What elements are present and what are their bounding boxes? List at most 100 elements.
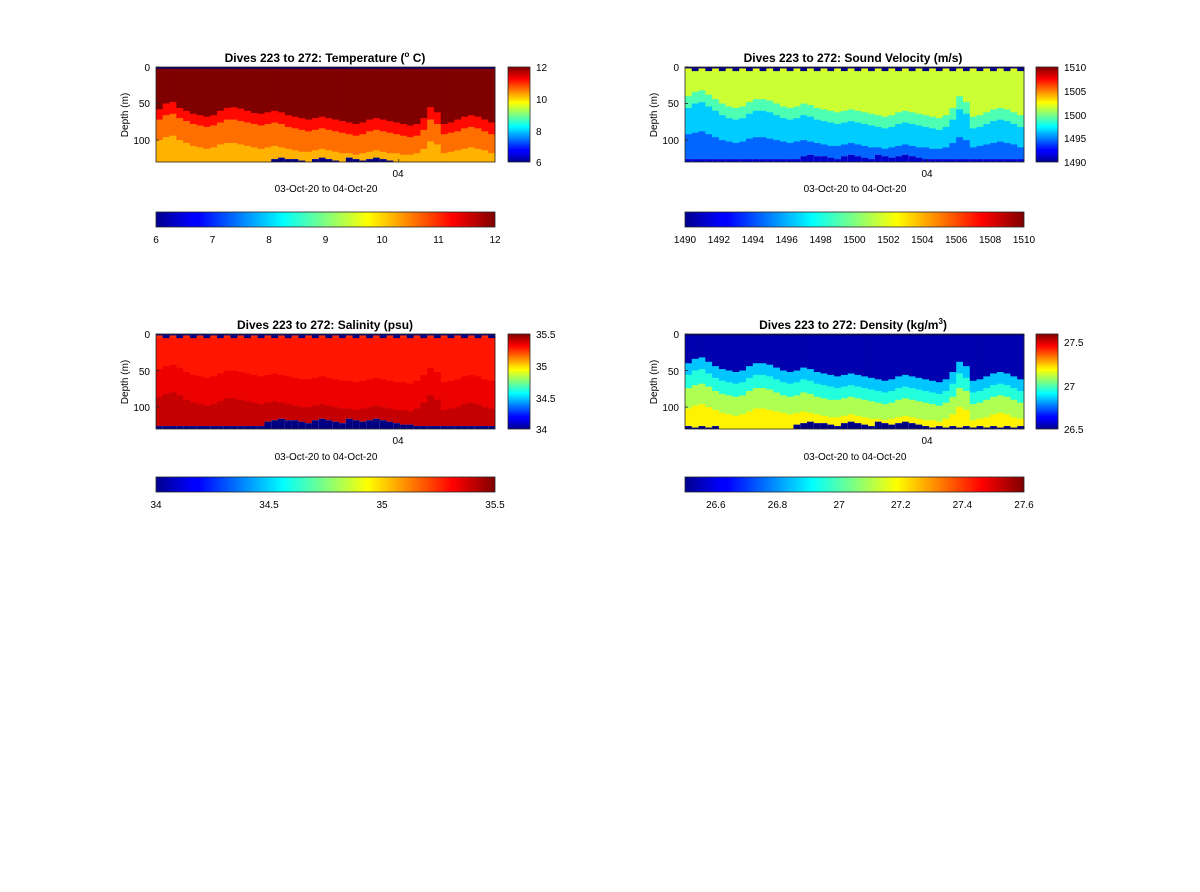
bottom-gap-fill <box>698 426 706 429</box>
heatmap-cell <box>291 336 299 379</box>
heatmap-cell <box>311 336 320 379</box>
bottom-gap-fill <box>990 426 998 429</box>
surface-band-cell <box>413 335 421 339</box>
heatmap-cell <box>976 418 984 427</box>
heatmap-cell <box>291 377 299 406</box>
heatmap-cell <box>291 128 299 151</box>
bottom-colorbar-tick: 26.8 <box>768 500 788 511</box>
heatmap-cell <box>284 376 292 405</box>
heatmap-cell <box>433 372 442 401</box>
heatmap-cell <box>888 126 896 148</box>
heatmap-cell <box>203 67 211 117</box>
heatmap-cell <box>298 129 306 153</box>
heatmap-cell <box>488 336 496 382</box>
bottom-gap-fill <box>901 421 910 429</box>
heatmap-cell <box>962 334 971 367</box>
heatmap-cell <box>949 334 957 373</box>
heatmap-cell <box>244 67 252 112</box>
bottom-colorbar-tick: 34 <box>150 500 162 511</box>
heatmap-cell <box>189 374 198 403</box>
heatmap-cell <box>718 393 727 414</box>
heatmap-cell <box>942 391 950 403</box>
surface-band-cell <box>420 67 428 69</box>
surface-band-cell <box>461 67 469 69</box>
surface-band-cell <box>915 67 923 69</box>
heatmap-cell <box>718 334 727 370</box>
bottom-colorbar-tick: 6 <box>153 235 159 246</box>
heatmap-cell <box>895 388 903 401</box>
panel-title: Dives 223 to 272: Density (kg/m3) <box>759 317 947 332</box>
bottom-gap-fill <box>956 427 964 429</box>
heatmap-cell <box>325 118 333 131</box>
surface-band-cell <box>942 334 950 336</box>
heatmap-cell <box>217 144 225 163</box>
heatmap-cell <box>949 107 957 120</box>
surface-band-cell <box>278 67 286 69</box>
heatmap-cell <box>210 125 218 148</box>
heatmap-cell <box>908 145 916 157</box>
bottom-gap-fill <box>786 159 794 162</box>
heatmap-cell <box>915 334 923 379</box>
heatmap-cell <box>311 405 320 421</box>
heatmap-cell <box>454 336 462 380</box>
surface-band-cell <box>325 334 333 336</box>
heatmap-cell <box>284 67 292 116</box>
heatmap-cell <box>983 376 991 389</box>
heatmap-cell <box>284 404 292 421</box>
heatmap-cell <box>698 357 706 370</box>
heatmap-cell <box>359 380 367 409</box>
heatmap-cell <box>372 129 381 151</box>
surface-band-cell <box>223 335 231 339</box>
heatmap-cell <box>481 150 489 163</box>
heatmap-cell <box>217 122 225 145</box>
heatmap-cell <box>915 401 923 420</box>
surface-band-cell <box>311 335 320 339</box>
bottom-gap-fill <box>854 423 862 429</box>
heatmap-cell <box>169 364 177 393</box>
heatmap-cell <box>759 69 767 100</box>
surface-band-cell <box>868 68 876 72</box>
heatmap-cell <box>854 398 862 417</box>
bottom-gap-fill <box>908 423 916 429</box>
heatmap-cell <box>698 69 706 91</box>
heatmap-cell <box>223 370 231 399</box>
heatmap-cell <box>840 334 849 376</box>
surface-band-cell <box>752 68 760 72</box>
surface-band-cell <box>990 68 998 72</box>
heatmap-cell <box>935 405 944 422</box>
heatmap-cell <box>183 336 191 373</box>
surface-band-cell <box>962 68 971 72</box>
heatmap-cell <box>854 386 862 399</box>
heatmap-cell <box>366 379 374 408</box>
heatmap-cell <box>773 69 781 104</box>
bottom-gap-fill <box>352 159 360 162</box>
heatmap-cell <box>244 122 252 147</box>
surface-band-cell <box>868 334 876 336</box>
bottom-gap-fill <box>949 426 957 429</box>
heatmap-cell <box>1003 373 1011 386</box>
surface-band-cell <box>217 334 225 336</box>
heatmap-cell <box>691 132 699 160</box>
surface-band-cell <box>969 334 977 336</box>
heatmap-cell <box>752 137 760 160</box>
bottom-gap-fill <box>264 421 272 429</box>
heatmap-cell <box>962 366 971 379</box>
bottom-colorbar-tick: 35.5 <box>485 500 505 511</box>
heatmap-cell <box>779 141 788 160</box>
heatmap-cell <box>203 336 211 379</box>
heatmap-cell <box>217 336 225 374</box>
heatmap-cell <box>311 377 320 406</box>
heatmap-cell <box>210 376 218 405</box>
heatmap-cell <box>183 143 191 163</box>
surface-band-cell <box>861 67 869 69</box>
side-colorbar-tick: 27 <box>1064 382 1076 393</box>
heatmap-cell <box>359 134 367 154</box>
heatmap-cell <box>949 69 957 109</box>
heatmap-cell <box>345 122 354 135</box>
bottom-gap-fill <box>962 426 971 429</box>
surface-band-cell <box>698 68 706 72</box>
heatmap-cell <box>339 380 347 409</box>
bottom-gap-fill <box>461 426 469 429</box>
heatmap-cell <box>406 137 415 155</box>
surface-band-cell <box>461 335 469 339</box>
